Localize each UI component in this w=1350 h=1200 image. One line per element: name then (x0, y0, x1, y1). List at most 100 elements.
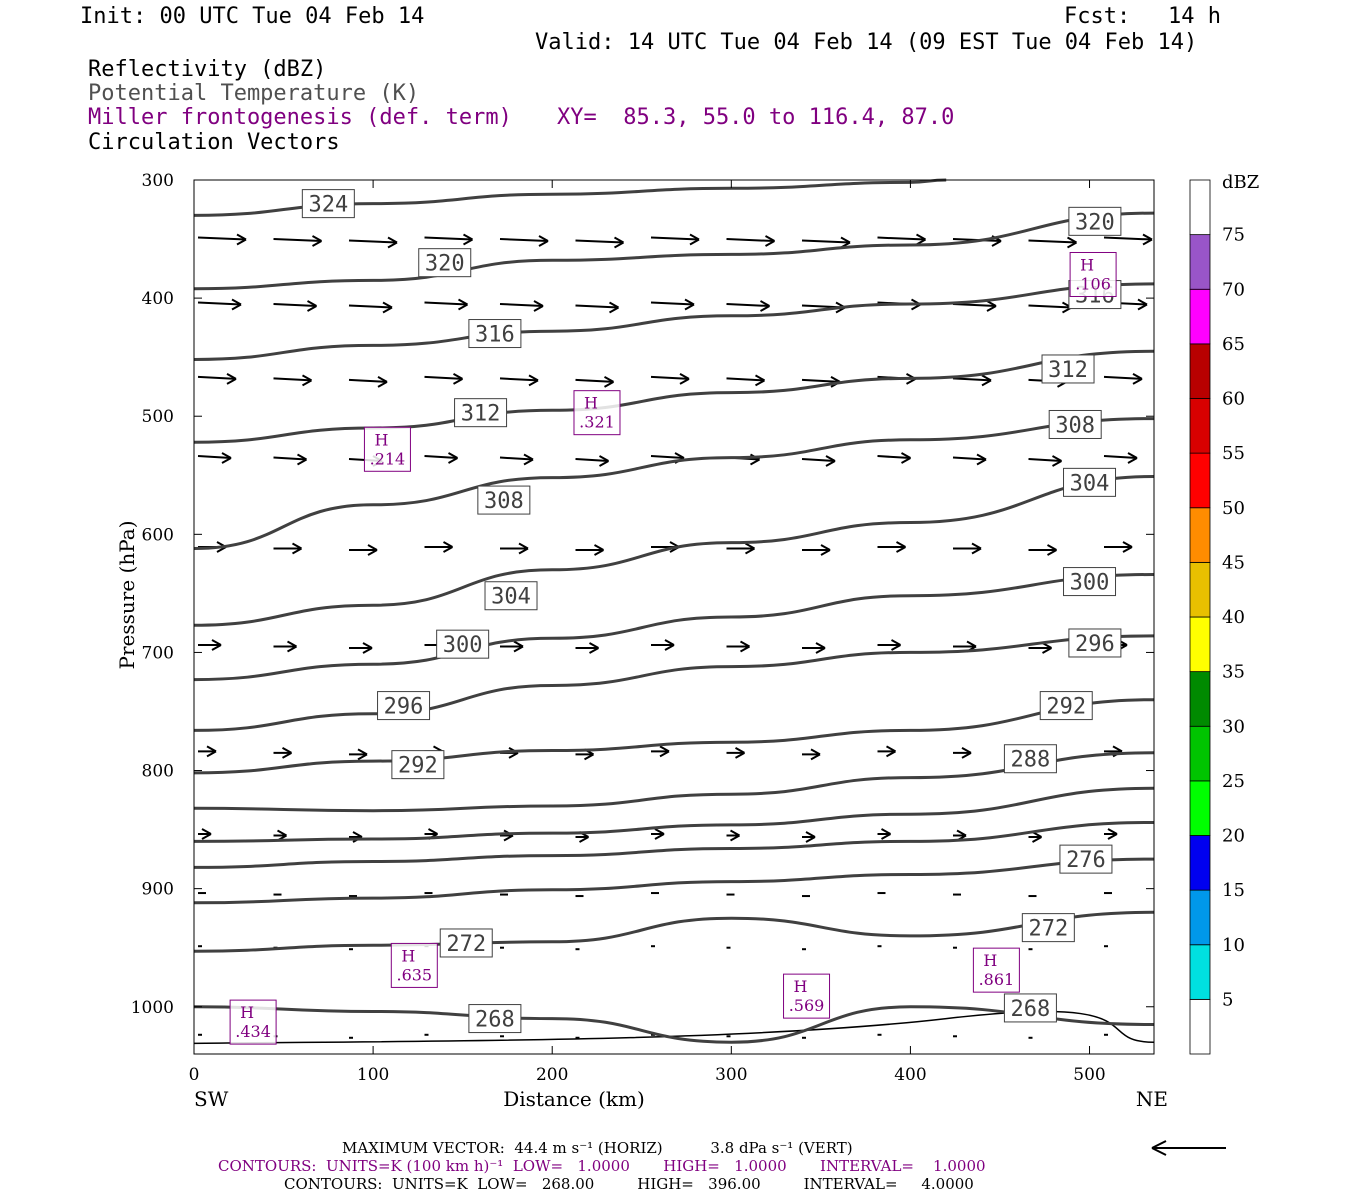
circulation-vector (197, 236, 247, 241)
colorbar-level-label: 35 (1222, 662, 1245, 683)
isentrope-label: 296 (384, 695, 424, 720)
circulation-vector-head (971, 542, 982, 555)
circulation-vector-head (226, 373, 237, 385)
isentrope-label-box (1041, 354, 1095, 384)
circulation-vector-head (594, 544, 604, 556)
x-tick-label: 300 (715, 1065, 747, 1085)
isentrope-label-box (1021, 913, 1075, 943)
reference-vector-arrow (1151, 1140, 1226, 1156)
circulation-vector (424, 375, 463, 380)
fronto-max-label: H (584, 394, 598, 413)
colorbar-level-label: 65 (1222, 334, 1245, 355)
circulation-vector-head (1067, 236, 1077, 249)
isentrope-268 (193, 1005, 1155, 1044)
circulation-vector (348, 239, 398, 244)
circulation-vector (650, 236, 700, 241)
circulation-vector (726, 303, 770, 308)
circulation-vector (877, 236, 926, 241)
circulation-vector-head (981, 374, 992, 387)
circulation-vector-head (815, 642, 826, 654)
circulation-vector-head (891, 639, 901, 651)
circulation-vector-head (302, 374, 312, 387)
circulation-vector-head (523, 453, 534, 466)
circulation-vector-head (387, 236, 398, 249)
fronto-max-box (972, 947, 1020, 993)
circulation-vector-head (730, 829, 740, 842)
circulation-vector-head (1047, 544, 1057, 556)
forecast-label: Fcst: (1064, 4, 1131, 29)
isentrope-label: 312 (1048, 358, 1088, 383)
colorbar-level-label: 70 (1222, 279, 1245, 300)
circulation-vector-head (820, 544, 831, 556)
contours-theta-note: CONTOURS: UNITS=K LOW= 268.00 HIGH= 396.… (284, 1175, 974, 1193)
circulation-vector-head (382, 301, 393, 314)
circulation-vector-head (654, 828, 665, 840)
circulation-vector (952, 377, 992, 382)
circulation-vector-head (538, 235, 549, 247)
fronto-max-label: H (374, 430, 388, 449)
fronto-max-box (363, 426, 411, 472)
circulation-vector-head (201, 828, 212, 840)
circulation-vector-head (513, 640, 524, 653)
circulation-vector-head (961, 746, 972, 759)
sw-label: SW (194, 1087, 229, 1111)
isentrope-label-box (1063, 467, 1117, 497)
isentrope-label-box (301, 189, 355, 219)
colorbar-segment (1189, 889, 1211, 946)
circulation-vector (1103, 455, 1138, 460)
circulation-vector-head (689, 233, 700, 246)
circulation-vector-head (1127, 452, 1138, 464)
x-tick-label: 0 (189, 1065, 200, 1085)
circulation-vector (1103, 236, 1153, 241)
circulation-vector-head (684, 298, 695, 311)
x-tick-label: 400 (894, 1065, 926, 1085)
circulation-vector-head (453, 373, 463, 385)
isentrope-label: 300 (443, 633, 483, 658)
circulation-vector-head (604, 376, 614, 388)
colorbar-segment (1189, 234, 1211, 290)
circulation-vector-head (1137, 298, 1148, 311)
isentrope-276 (193, 857, 1155, 905)
circulation-vector (197, 455, 232, 460)
isentrope-label: 320 (425, 252, 465, 277)
colorbar-level-label: 40 (1222, 607, 1245, 628)
circulation-vector-head (881, 828, 891, 840)
field-reflectivity: Reflectivity (dBZ) (88, 57, 327, 82)
y-tick-label: 500 (142, 407, 174, 427)
isentrope-292 (193, 698, 1155, 775)
circulation-vector (499, 456, 534, 461)
circulation-vector (575, 458, 609, 463)
isentrope-label: 296 (1075, 632, 1115, 657)
circulation-vector-head (810, 748, 821, 761)
circulation-vector-head (357, 748, 368, 761)
circulation-vector-head (745, 542, 755, 555)
circulation-vector-head (901, 452, 911, 464)
circulation-vector-head (1052, 455, 1062, 467)
y-tick-label: 700 (142, 643, 174, 663)
isentrope-label: 304 (491, 585, 531, 610)
isentrope-label-box (1003, 993, 1057, 1023)
circulation-vector (952, 456, 987, 461)
circulation-vector (273, 303, 317, 308)
isentrope-label-box (454, 398, 508, 428)
colorbar-level-label: 15 (1222, 880, 1245, 901)
colorbar-segment (1189, 452, 1211, 509)
max-vector-note: MAXIMUM VECTOR: 44.4 m s⁻¹ (HORIZ) 3.8 d… (342, 1139, 853, 1157)
isentrope-label: 308 (1055, 413, 1095, 438)
x-axis-label: Distance (km) (503, 1087, 645, 1111)
isentrope-label-box (1068, 206, 1122, 236)
circulation-vector-head (1107, 828, 1118, 840)
fronto-max-box (573, 390, 621, 436)
circulation-vector-head (765, 235, 775, 247)
forecast-hour: 14 h (1168, 4, 1221, 29)
isentrope-284 (193, 786, 1155, 843)
circulation-vector-head (221, 452, 232, 464)
isentrope-label-box (1048, 409, 1102, 439)
circulation-vector-head (614, 236, 624, 249)
fronto-max-label: H (983, 951, 997, 970)
isentrope-316 (193, 282, 1155, 361)
isentrope-296 (193, 634, 1155, 732)
circulation-vector (273, 238, 322, 243)
circulation-vector-head (231, 298, 242, 311)
isentrope-label: 324 (308, 193, 348, 218)
